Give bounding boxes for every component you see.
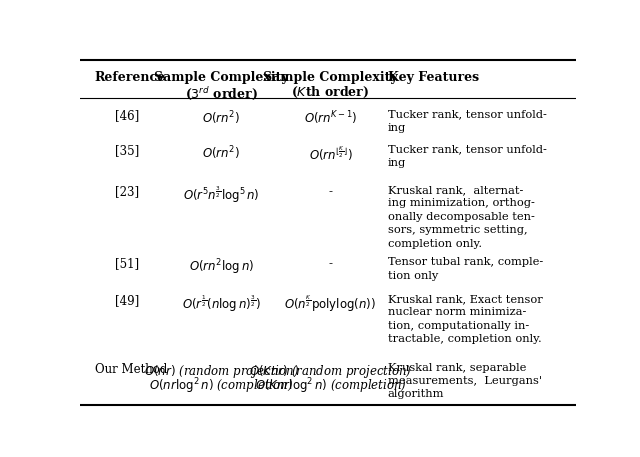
- Text: $O(rn^2)$: $O(rn^2)$: [202, 109, 240, 127]
- Text: Tucker rank, tensor unfold-: Tucker rank, tensor unfold-: [388, 109, 547, 119]
- Text: completion only.: completion only.: [388, 239, 482, 249]
- Text: [35]: [35]: [115, 144, 139, 158]
- Text: Sample Complexity: Sample Complexity: [263, 71, 398, 84]
- Text: Kruskal rank, Exact tensor: Kruskal rank, Exact tensor: [388, 294, 542, 304]
- Text: $O(Knr\log^2 n)$ (completion): $O(Knr\log^2 n)$ (completion): [255, 376, 406, 396]
- Text: tion, computationally in-: tion, computationally in-: [388, 321, 529, 331]
- Text: -: -: [328, 257, 333, 270]
- Text: measurements,  Leurgans': measurements, Leurgans': [388, 376, 541, 386]
- Text: Reference: Reference: [95, 71, 166, 84]
- Text: [51]: [51]: [115, 257, 139, 270]
- Text: ing minimization, orthog-: ing minimization, orthog-: [388, 198, 534, 208]
- Text: onally decomposable ten-: onally decomposable ten-: [388, 212, 534, 222]
- Text: tion only: tion only: [388, 271, 438, 281]
- Text: Tensor tubal rank, comple-: Tensor tubal rank, comple-: [388, 257, 543, 267]
- Text: [23]: [23]: [115, 185, 139, 198]
- Text: $O(r^{\frac{1}{2}}(n\log n)^{\frac{3}{2}})$: $O(r^{\frac{1}{2}}(n\log n)^{\frac{3}{2}…: [182, 294, 261, 314]
- Text: ing: ing: [388, 123, 406, 133]
- Text: algorithm: algorithm: [388, 389, 444, 399]
- Text: [46]: [46]: [115, 109, 139, 122]
- Text: $O(rn^2\log n)$: $O(rn^2\log n)$: [189, 257, 254, 277]
- Text: $O(nr)$ (random projection): $O(nr)$ (random projection): [144, 363, 299, 380]
- Text: tractable, completion only.: tractable, completion only.: [388, 334, 541, 344]
- Text: $O(nr\log^2 n)$ (completion): $O(nr\log^2 n)$ (completion): [149, 376, 294, 396]
- Text: ($K$th order): ($K$th order): [291, 85, 370, 100]
- Text: ($3^{rd}$ order): ($3^{rd}$ order): [185, 85, 258, 102]
- Text: [49]: [49]: [115, 294, 139, 307]
- Text: nuclear norm minimiza-: nuclear norm minimiza-: [388, 308, 526, 318]
- Text: $O(r^5n^{\frac{3}{2}}\log^5 n)$: $O(r^5n^{\frac{3}{2}}\log^5 n)$: [183, 185, 260, 205]
- Text: $O(rn^{K-1})$: $O(rn^{K-1})$: [304, 109, 357, 127]
- Text: Kruskal rank, separable: Kruskal rank, separable: [388, 363, 526, 373]
- Text: ing: ing: [388, 158, 406, 168]
- Text: $O(Knr)$ (random projection): $O(Knr)$ (random projection): [249, 363, 412, 380]
- Text: Kruskal rank,  alternat-: Kruskal rank, alternat-: [388, 185, 523, 195]
- Text: -: -: [328, 185, 333, 198]
- Text: $O(n^{\frac{K}{2}}\mathrm{polylog}(n))$: $O(n^{\frac{K}{2}}\mathrm{polylog}(n))$: [284, 294, 376, 314]
- Text: sors, symmetric setting,: sors, symmetric setting,: [388, 225, 527, 235]
- Text: $O(rn^2)$: $O(rn^2)$: [202, 144, 240, 162]
- Text: Key Features: Key Features: [388, 71, 479, 84]
- Text: Sample Complexity: Sample Complexity: [154, 71, 289, 84]
- Text: Our Method: Our Method: [95, 363, 167, 376]
- Text: $O(rn^{\lfloor\frac{K}{2}\rfloor})$: $O(rn^{\lfloor\frac{K}{2}\rfloor})$: [308, 144, 353, 163]
- Text: Tucker rank, tensor unfold-: Tucker rank, tensor unfold-: [388, 144, 547, 154]
